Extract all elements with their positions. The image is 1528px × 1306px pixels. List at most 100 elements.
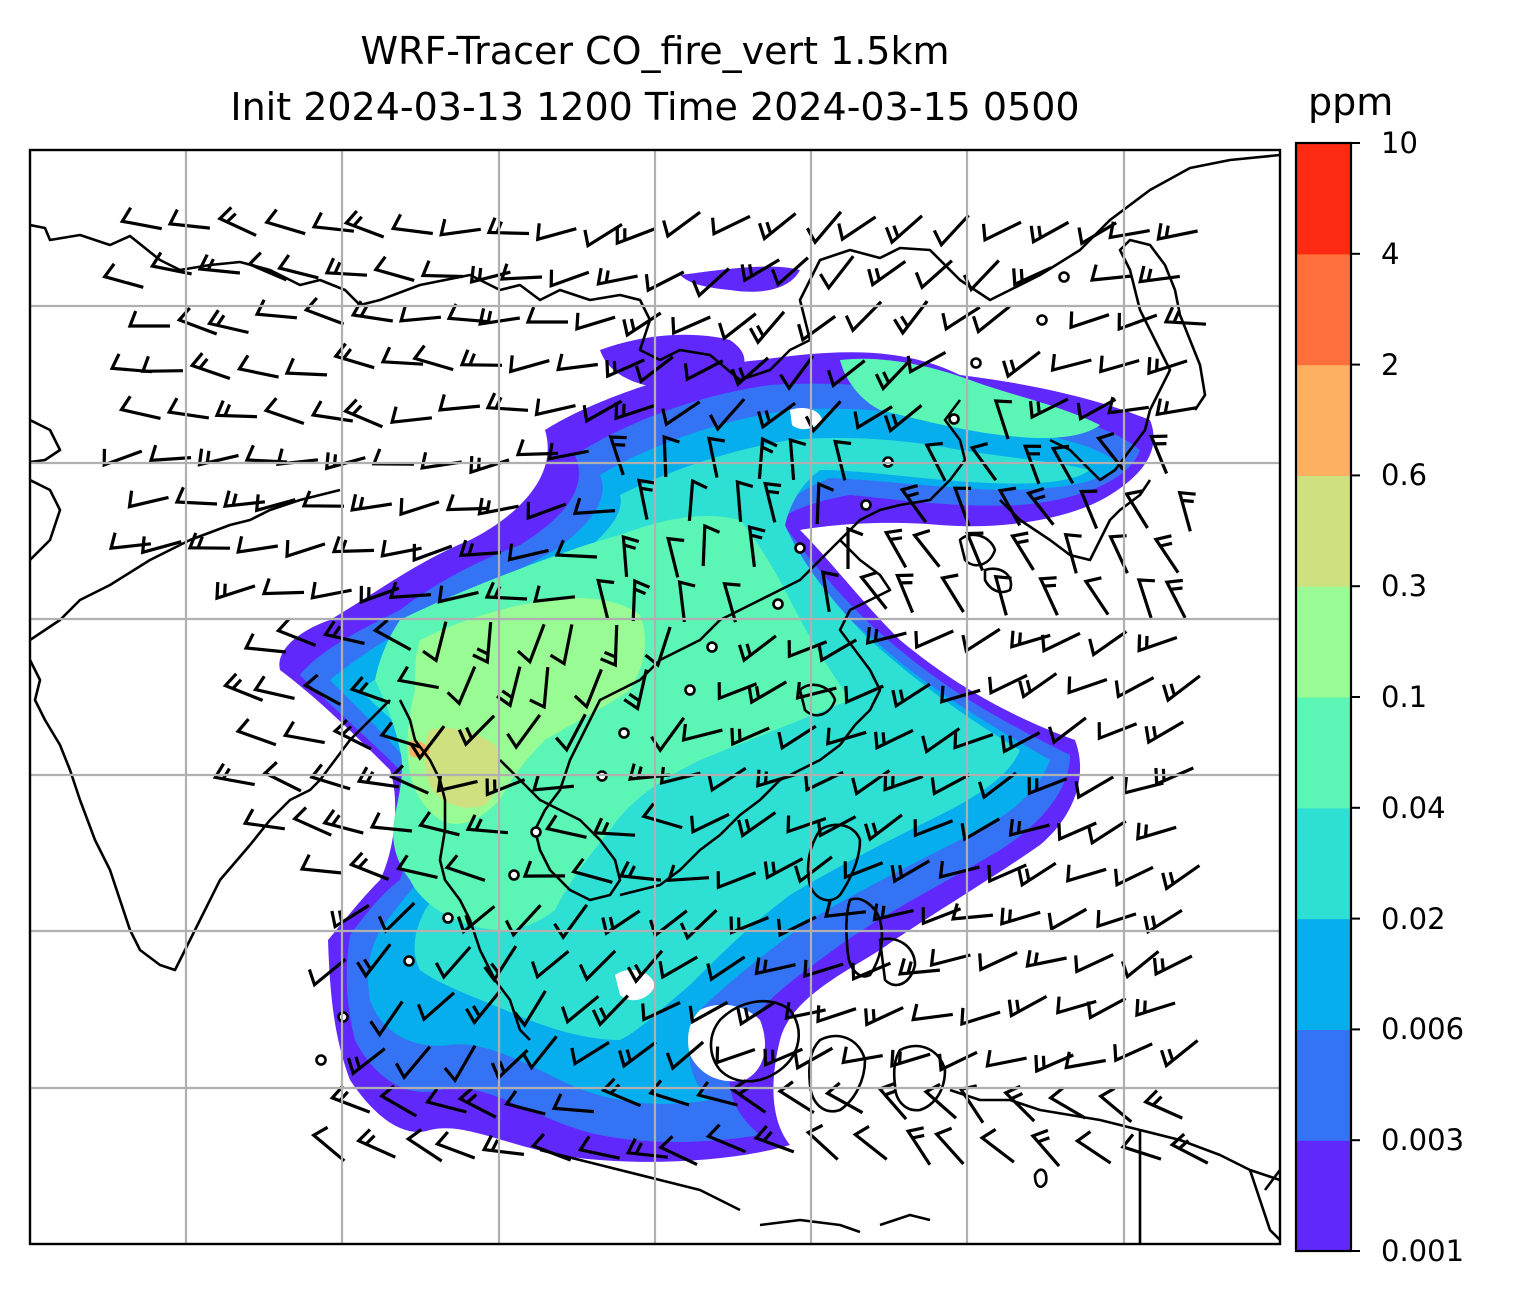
wind-barb xyxy=(690,812,730,835)
wind-barb xyxy=(941,305,981,332)
wind-barb xyxy=(592,817,636,837)
wind-barb xyxy=(641,1001,681,1022)
wind-barb xyxy=(399,498,440,517)
wind-barb xyxy=(372,618,412,652)
wind-barb xyxy=(261,577,305,596)
wind-barb xyxy=(805,1123,839,1161)
wind-barb xyxy=(763,1047,804,1068)
colorbar xyxy=(1296,142,1360,1252)
wind-barb xyxy=(747,524,766,568)
wind-barb xyxy=(235,718,277,747)
wind-barb xyxy=(770,256,809,288)
wind-barb xyxy=(1117,312,1158,332)
wind-barb xyxy=(378,1084,418,1118)
wind-barb xyxy=(938,1050,978,1073)
wind-barb xyxy=(380,346,424,366)
wind-barb xyxy=(215,582,256,601)
wind-barb xyxy=(535,223,577,242)
wind-barb xyxy=(507,543,549,562)
colorbar-swatch xyxy=(1296,475,1351,587)
wind-barb xyxy=(481,1134,525,1156)
wind-barb xyxy=(1113,1042,1153,1063)
wind-barb xyxy=(979,1128,1015,1164)
wind-barb xyxy=(993,399,1012,440)
wind-barb xyxy=(777,1080,815,1115)
wind-barb xyxy=(874,358,912,392)
wind-barb xyxy=(969,442,998,482)
wind-barb xyxy=(350,493,393,512)
wind-barb xyxy=(369,811,413,833)
wind-barb xyxy=(1152,954,1193,977)
wind-barb xyxy=(1159,1039,1199,1069)
wind-barb xyxy=(929,948,971,968)
calm-wind-circle xyxy=(772,598,784,610)
wind-barb xyxy=(1076,397,1117,422)
wind-barb xyxy=(634,355,674,384)
wind-barb xyxy=(222,490,266,509)
wind-barb xyxy=(716,871,757,890)
wind-barb xyxy=(977,771,1017,800)
wind-barb xyxy=(911,1003,954,1022)
wind-barb xyxy=(786,815,827,834)
colorbar-unit-label: ppm xyxy=(1308,80,1394,124)
colorbar-tick-label: 10 xyxy=(1381,126,1418,160)
wind-barb xyxy=(291,806,332,837)
colorbar-swatch xyxy=(1296,918,1351,1030)
wind-barb xyxy=(554,539,598,559)
wind-barb xyxy=(784,1002,826,1021)
wind-barb xyxy=(683,359,724,382)
wind-barb xyxy=(457,1086,497,1119)
colorbar-swatch xyxy=(1296,364,1351,476)
wind-barb xyxy=(1089,264,1133,282)
wind-barb xyxy=(793,855,833,884)
wind-barb xyxy=(443,1044,477,1084)
wind-barb xyxy=(572,497,616,516)
wind-barb xyxy=(532,585,576,604)
wind-barb xyxy=(140,355,184,373)
wind-barb xyxy=(677,579,696,623)
wind-barb xyxy=(914,259,953,291)
calm-wind-circle xyxy=(403,955,415,967)
wind-barb xyxy=(424,1087,467,1114)
wind-barb xyxy=(816,815,857,838)
wind-barb xyxy=(301,490,345,508)
wind-barb xyxy=(671,315,711,336)
wind-barb xyxy=(1169,1132,1209,1165)
calm-wind-circle xyxy=(684,684,696,696)
wind-barb xyxy=(1007,994,1048,1019)
wind-barb xyxy=(837,215,877,242)
wind-barb xyxy=(863,813,903,842)
wind-barb xyxy=(275,448,319,467)
wind-barb xyxy=(626,949,664,984)
wind-barb xyxy=(1088,630,1128,658)
wind-barb xyxy=(730,356,770,387)
colorbar-tick-label: 0.006 xyxy=(1381,1012,1465,1047)
wind-barb xyxy=(826,727,867,746)
wind-barb xyxy=(816,1005,857,1024)
wind-barb xyxy=(522,1035,558,1071)
wind-barb xyxy=(356,766,400,789)
wind-barb xyxy=(398,304,442,323)
wind-barb xyxy=(310,400,354,423)
wind-barb xyxy=(1064,1051,1106,1070)
wind-barb xyxy=(883,404,923,434)
wind-barb xyxy=(530,1132,572,1162)
wind-barb xyxy=(924,441,947,482)
wind-barb xyxy=(395,854,438,879)
wind-barb xyxy=(1047,1086,1087,1120)
wind-barb xyxy=(359,585,400,605)
wind-barb xyxy=(679,909,718,941)
wind-barb xyxy=(439,218,482,237)
wind-barb xyxy=(311,211,355,233)
wind-barb xyxy=(284,357,328,377)
wind-barb xyxy=(275,617,317,647)
colorbar-tick-label: 2 xyxy=(1381,347,1400,382)
wind-barb xyxy=(596,578,615,620)
wind-barb xyxy=(939,573,965,613)
calm-wind-circle xyxy=(1036,314,1048,326)
wind-barb xyxy=(342,398,384,429)
wind-barb xyxy=(804,400,842,434)
wind-barb xyxy=(884,214,924,245)
wind-barb xyxy=(895,573,915,614)
wind-barb xyxy=(1136,578,1155,619)
